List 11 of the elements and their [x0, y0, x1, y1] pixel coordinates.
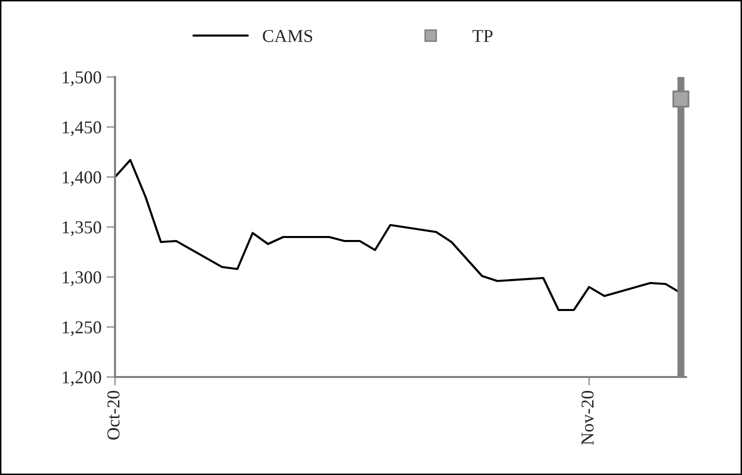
- legend-label: CAMS: [262, 30, 312, 42]
- y-tick-label: 1,400: [62, 171, 102, 186]
- y-tick-label: 1,250: [62, 321, 102, 336]
- y-tick-label: 1,450: [62, 121, 102, 136]
- legend-label: TP: [472, 30, 493, 42]
- x-tick-label: Nov-20: [581, 390, 594, 445]
- y-tick-label: 1,300: [62, 271, 102, 286]
- y-tick-label: 1,350: [62, 221, 102, 236]
- y-tick-label: 1,200: [62, 371, 102, 386]
- y-tick-label: 1,500: [62, 71, 102, 86]
- x-tick-label: Oct-20: [107, 390, 120, 440]
